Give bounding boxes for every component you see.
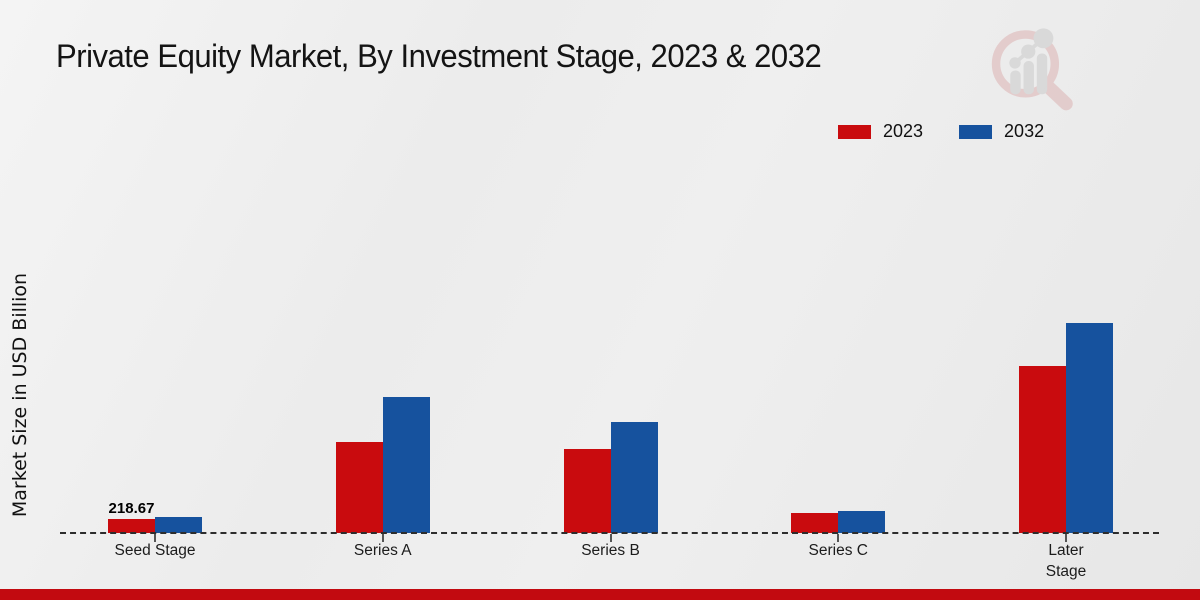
x-axis-tick [154, 534, 156, 542]
legend-label-2023: 2023 [883, 121, 924, 141]
x-tick-label-later-stage: Later Stage [1045, 542, 1087, 580]
x-tick-label-series-c: Series C [808, 542, 868, 559]
bar-2023-series-a [335, 442, 383, 533]
legend-swatch-2032 [959, 124, 993, 139]
bar-2032-series-c [838, 511, 886, 533]
bar-2032-series-b [610, 422, 658, 533]
legend-swatch-2023 [838, 124, 871, 139]
x-axis-tick [609, 534, 612, 542]
x-axis-baseline [60, 532, 1159, 534]
bar-2032-series-a [382, 397, 430, 533]
bar-2032-seed-stage [155, 517, 202, 533]
x-axis-tick [381, 534, 384, 542]
legend-item-2032: 2032 [959, 121, 1044, 142]
market-research-logo-watermark [991, 28, 1073, 111]
footer-accent-strip [0, 589, 1200, 600]
bar-2023-seed-stage [108, 519, 155, 533]
x-axis-tick [837, 534, 840, 542]
legend-label-2032: 2032 [1004, 121, 1045, 141]
x-tick-label-seed-stage: Seed Stage [114, 542, 196, 559]
x-tick-label-series-a: Series A [353, 542, 412, 559]
x-tick-label-series-b: Series B [581, 542, 640, 559]
y-axis-label: Market Size in USD Billion [9, 272, 31, 518]
bar-value-label: 218.67 [108, 500, 155, 517]
x-axis-tick [1065, 534, 1067, 542]
chart-title: Private Equity Market, By Investment Sta… [56, 38, 822, 74]
legend: 2023 2032 [838, 121, 1044, 142]
bar-2032-later-stage [1066, 323, 1113, 533]
legend-item-2023: 2023 [838, 121, 923, 142]
bar-2023-series-b [563, 449, 611, 533]
bar-2023-series-c [791, 513, 839, 533]
bar-2023-later-stage [1019, 366, 1066, 533]
